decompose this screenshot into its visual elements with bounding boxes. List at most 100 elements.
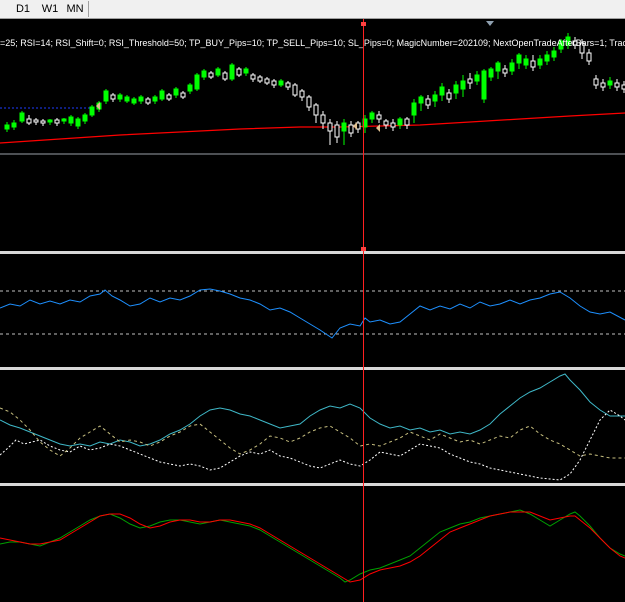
bull-candle: [4, 124, 10, 130]
timeframe-mn-button[interactable]: MN: [66, 3, 84, 15]
bull-candle: [243, 68, 249, 74]
bull-candle: [201, 70, 207, 78]
bull-candle: [19, 112, 25, 122]
bear-candle: [404, 118, 410, 126]
bull-candle: [103, 90, 109, 102]
crosshair-marker: [361, 247, 366, 251]
indicator-dotted-yellow-line: [0, 407, 625, 459]
crosshair-marker: [361, 22, 366, 26]
bull-candle: [68, 116, 74, 124]
bear-candle: [313, 104, 319, 116]
bear-candle: [222, 72, 228, 80]
toolbar-separator: [88, 1, 89, 17]
rsi-pane[interactable]: [0, 254, 625, 367]
rsi-svg: [0, 288, 625, 339]
indicator-3-svg: [0, 373, 625, 481]
bear-candle: [180, 92, 186, 98]
bear-candle: [110, 94, 116, 100]
indicator-dotted-white-line: [0, 409, 625, 481]
bull-candle: [89, 106, 95, 116]
bear-candle: [621, 84, 625, 90]
moving-average-line: [0, 112, 625, 144]
pane-divider[interactable]: [0, 251, 625, 254]
bull-candle: [607, 80, 613, 86]
bull-candle: [187, 84, 193, 92]
timeframe-w1-button[interactable]: W1: [41, 3, 59, 15]
bear-candle: [33, 119, 39, 123]
pane-divider[interactable]: [0, 367, 625, 370]
bear-candle: [593, 78, 599, 86]
bear-candle: [54, 119, 60, 124]
indicator-parameters-text: =25; RSI=14; RSI_Shift=0; RSI_Threshold=…: [0, 38, 625, 48]
bear-candle: [334, 124, 340, 138]
bear-candle: [383, 120, 389, 126]
pane-divider[interactable]: [0, 483, 625, 486]
bull-candle: [488, 68, 494, 78]
bear-candle: [236, 68, 242, 76]
bear-candle: [250, 74, 256, 80]
oscillator-red-line: [0, 511, 625, 583]
bull-candle: [544, 54, 550, 62]
oscillator-pane[interactable]: [0, 486, 625, 602]
bull-candle: [418, 96, 424, 104]
bull-candle: [229, 64, 235, 80]
trade-arrow-icon: [96, 102, 100, 110]
bear-candle: [40, 120, 46, 124]
bear-candle: [376, 114, 382, 120]
bull-candle: [173, 88, 179, 96]
timeframe-d1-button[interactable]: D1: [15, 3, 31, 15]
bear-candle: [502, 68, 508, 74]
bull-candle: [117, 94, 123, 100]
oscillator-green-line: [0, 509, 625, 583]
bear-candle: [306, 96, 312, 108]
bull-candle: [453, 84, 459, 94]
bull-candle: [558, 40, 564, 50]
bear-candle: [467, 78, 473, 84]
bear-candle: [299, 90, 305, 98]
timeframe-toolbar: D1 W1 MN: [0, 0, 625, 19]
bear-candle: [26, 118, 32, 124]
bull-candle: [75, 118, 81, 127]
crosshair-vertical-line[interactable]: [363, 19, 364, 602]
bear-candle: [271, 80, 277, 86]
oscillator-svg: [0, 509, 625, 583]
trade-arrow-icon: [376, 124, 380, 132]
triangle-down-icon: [486, 21, 494, 26]
bear-candle: [530, 60, 536, 68]
rsi-line: [0, 288, 625, 339]
bear-candle: [572, 40, 578, 46]
trade-arrow-icon: [353, 122, 357, 130]
bear-candle: [425, 98, 431, 106]
price-chart-pane[interactable]: =25; RSI=14; RSI_Shift=0; RSI_Threshold=…: [0, 19, 625, 251]
bear-candle: [145, 98, 151, 104]
bull-candle: [509, 62, 515, 72]
bull-candle: [11, 122, 17, 128]
bear-candle: [446, 92, 452, 100]
bear-candle: [586, 52, 592, 62]
bull-candle: [481, 70, 487, 100]
bull-candle: [516, 54, 522, 64]
bear-candle: [257, 76, 263, 82]
bear-candle: [579, 42, 585, 54]
bull-candle: [124, 96, 130, 102]
bull-candle: [47, 119, 53, 123]
bear-candle: [208, 72, 214, 78]
bull-candle: [523, 58, 529, 66]
bull-candle: [537, 58, 543, 66]
bull-candle: [341, 122, 347, 132]
bull-candle: [397, 118, 403, 126]
bull-candle: [439, 86, 445, 96]
bull-candle: [82, 114, 88, 122]
candlesticks: [4, 33, 625, 145]
bull-candle: [194, 74, 200, 90]
bull-candle: [159, 90, 165, 100]
bull-candle: [460, 80, 466, 90]
bull-candle: [215, 68, 221, 76]
bear-candle: [264, 78, 270, 84]
bull-candle: [495, 62, 501, 72]
bear-candle: [614, 82, 620, 88]
indicator-pane-3[interactable]: [0, 370, 625, 483]
bull-candle: [565, 36, 571, 46]
bear-candle: [166, 94, 172, 100]
